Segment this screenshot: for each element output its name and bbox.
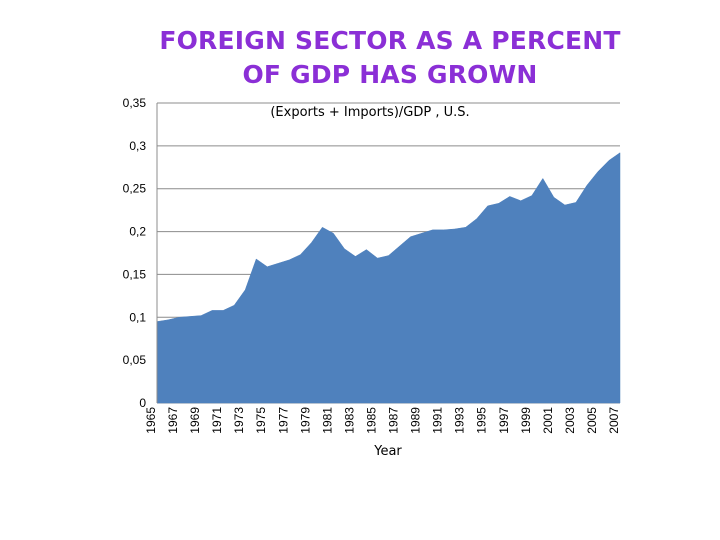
x-tick-label: 2005: [585, 407, 599, 434]
y-tick-label: 0,2: [129, 225, 146, 239]
y-axis-ticks: 0 0,05 0,1 0,15 0,2 0,25 0,3 0,35: [123, 96, 147, 410]
x-tick-label: 2007: [607, 407, 621, 434]
x-tick-label: 1997: [497, 407, 511, 434]
x-tick-label: 1965: [144, 407, 158, 434]
x-tick-label: 1977: [276, 407, 290, 434]
chart-title-line-1: FOREIGN SECTOR AS A PERCENT: [159, 26, 621, 55]
x-tick-label: 2001: [541, 407, 555, 434]
x-tick-label: 1991: [431, 407, 445, 434]
y-tick-label: 0,35: [123, 96, 147, 110]
x-tick-label: 1975: [254, 407, 268, 434]
y-tick-label: 0,1: [129, 310, 146, 324]
x-tick-label: 1989: [409, 407, 423, 434]
x-tick-label: 1981: [320, 407, 334, 434]
x-tick-label: 1985: [364, 407, 378, 434]
chart-title-line-2: OF GDP HAS GROWN: [242, 60, 538, 89]
y-tick-label: 0,05: [123, 353, 147, 367]
y-tick-label: 0,3: [129, 139, 146, 153]
x-tick-label: 1971: [210, 407, 224, 434]
x-axis-ticks: 1965 1967 1969 1971 1973 1975 1977 1979 1981 1983…: [144, 407, 621, 434]
y-tick-label: 0,15: [123, 267, 147, 281]
y-tick-label: 0: [139, 396, 146, 410]
x-tick-label: 1995: [475, 407, 489, 434]
x-tick-label: 1999: [519, 407, 533, 434]
x-tick-label: 1979: [298, 407, 312, 434]
series-area: [156, 152, 621, 404]
x-tick-label: 1973: [232, 407, 246, 434]
x-tick-label: 1969: [188, 407, 202, 434]
x-axis-label: Year: [373, 444, 402, 459]
x-tick-label: 2003: [563, 407, 577, 434]
y-tick-label: 0,25: [123, 182, 147, 196]
chart-subtitle: (Exports + Imports)/GDP , U.S.: [270, 105, 469, 120]
x-tick-label: 1983: [342, 407, 356, 434]
x-tick-label: 1967: [166, 407, 180, 434]
x-tick-label: 1987: [387, 407, 401, 434]
x-tick-label: 1993: [453, 407, 467, 434]
